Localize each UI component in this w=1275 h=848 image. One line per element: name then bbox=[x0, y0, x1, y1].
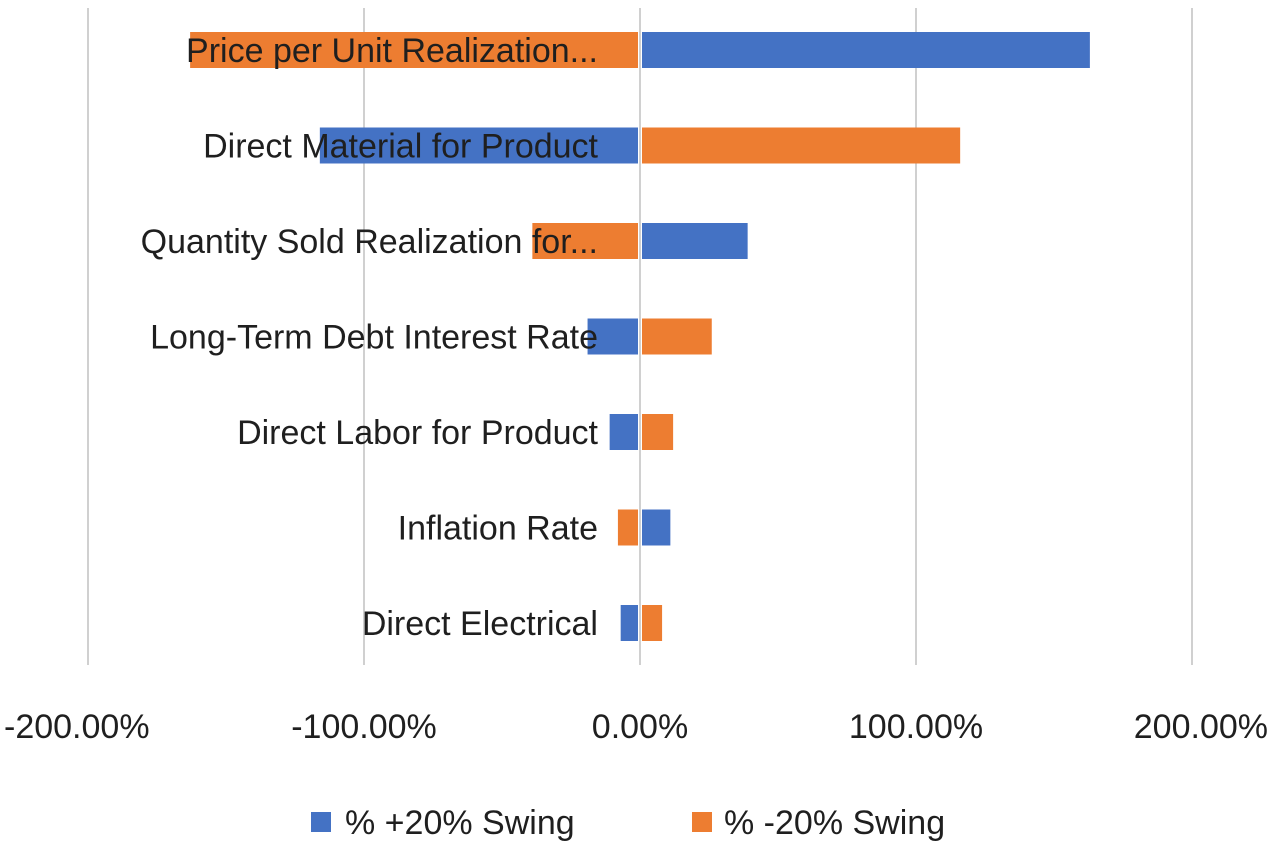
bar bbox=[587, 318, 638, 355]
category-label: Direct Material for Product bbox=[203, 128, 598, 166]
category-label: Quantity Sold Realization for... bbox=[141, 223, 598, 261]
legend: % +20% Swing % -20% Swing bbox=[311, 804, 945, 842]
bar bbox=[190, 32, 638, 68]
gridlines bbox=[87, 8, 1193, 665]
bars bbox=[190, 32, 1090, 641]
x-tick-label: -100.00% bbox=[291, 708, 437, 746]
legend-label: % +20% Swing bbox=[345, 804, 575, 842]
bar bbox=[642, 127, 961, 164]
x-tick-label: 0.00% bbox=[592, 708, 688, 746]
category-label: Inflation Rate bbox=[398, 510, 598, 548]
x-axis-tick-labels: -200.00% -100.00% 0.00% 100.00% 200.00% bbox=[4, 708, 1268, 746]
category-labels: Price per Unit Realization... Direct Mate… bbox=[141, 32, 599, 643]
category-label: Direct Labor for Product bbox=[237, 414, 598, 452]
category-label: Direct Electrical bbox=[362, 605, 598, 643]
legend-label: % -20% Swing bbox=[724, 804, 945, 842]
bar bbox=[642, 223, 748, 259]
legend-swatch bbox=[692, 812, 712, 832]
bar bbox=[642, 318, 712, 355]
category-label: Long-Term Debt Interest Rate bbox=[150, 319, 598, 357]
x-tick-label: 100.00% bbox=[849, 708, 983, 746]
bar bbox=[609, 414, 638, 450]
bar bbox=[642, 509, 671, 546]
bar bbox=[642, 32, 1090, 68]
bar bbox=[642, 605, 663, 641]
x-tick-label: 200.00% bbox=[1134, 708, 1268, 746]
bar bbox=[617, 509, 638, 546]
bar bbox=[642, 414, 674, 450]
bar bbox=[532, 223, 638, 259]
legend-swatch bbox=[311, 812, 331, 832]
bar bbox=[620, 605, 638, 641]
category-label: Price per Unit Realization... bbox=[186, 32, 598, 70]
bar bbox=[319, 127, 638, 164]
x-tick-label: -200.00% bbox=[4, 708, 150, 746]
